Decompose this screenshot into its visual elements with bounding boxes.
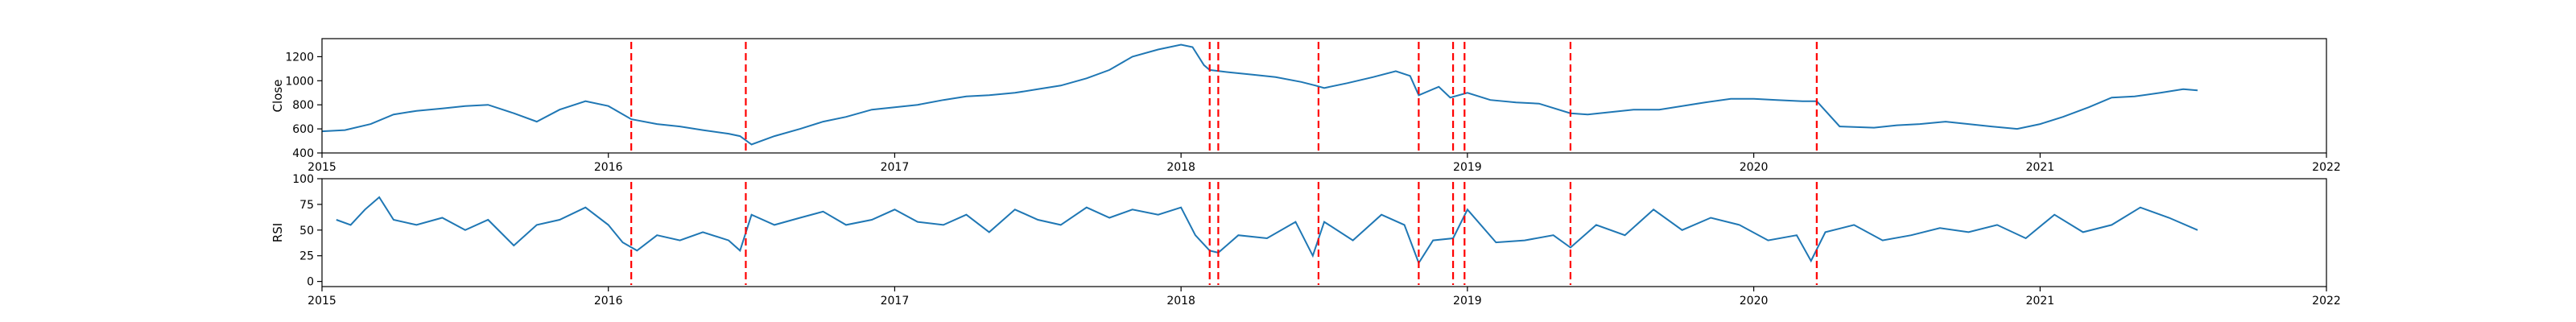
x-tick-label: 2022 bbox=[2312, 295, 2341, 308]
x-tick-label: 2019 bbox=[1453, 161, 1482, 174]
x-tick-label: 2016 bbox=[594, 161, 623, 174]
series-line bbox=[321, 43, 2198, 146]
axes-frame bbox=[321, 178, 2327, 287]
y-tick-label: 25 bbox=[299, 250, 314, 263]
x-tick-label: 2021 bbox=[2025, 295, 2054, 308]
axes-frame bbox=[321, 38, 2327, 154]
x-tick-label: 2017 bbox=[881, 161, 910, 174]
x-tick-label: 2015 bbox=[308, 295, 336, 308]
y-tick-label: 50 bbox=[299, 225, 314, 237]
x-tick-label: 2016 bbox=[594, 295, 623, 308]
y-tick-label: 600 bbox=[292, 123, 314, 136]
y-tick-label: 400 bbox=[292, 147, 314, 160]
close-price-panel: 2015 2016 2017 2018 2019 2020 2021 2022 400 600 80… bbox=[270, 38, 2341, 174]
y-tick-label: 1200 bbox=[285, 51, 314, 64]
series-line bbox=[336, 196, 2198, 265]
x-tick-label: 2020 bbox=[1740, 161, 1769, 174]
y-axis-label: RSI bbox=[270, 223, 285, 242]
x-tick-label: 2018 bbox=[1166, 161, 1195, 174]
x-tick-label: 2018 bbox=[1166, 295, 1195, 308]
x-tick-label: 2019 bbox=[1453, 295, 1482, 308]
x-tick-label: 2021 bbox=[2025, 161, 2054, 174]
rsi-panel: 2015 2016 2017 2018 2019 2020 2021 2022 0 25 50 75 1… bbox=[270, 173, 2341, 308]
y-tick-label: 75 bbox=[299, 199, 314, 212]
y-axis-label: Close bbox=[270, 80, 285, 113]
x-tick-label: 2022 bbox=[2312, 161, 2341, 174]
x-tick-label: 2015 bbox=[308, 161, 336, 174]
x-tick-label: 2017 bbox=[881, 295, 910, 308]
y-tick-label: 1000 bbox=[285, 75, 314, 88]
y-tick-label: 100 bbox=[292, 173, 314, 186]
y-tick-label: 0 bbox=[307, 276, 314, 289]
y-tick-label: 800 bbox=[292, 99, 314, 112]
x-tick-label: 2020 bbox=[1740, 295, 1769, 308]
